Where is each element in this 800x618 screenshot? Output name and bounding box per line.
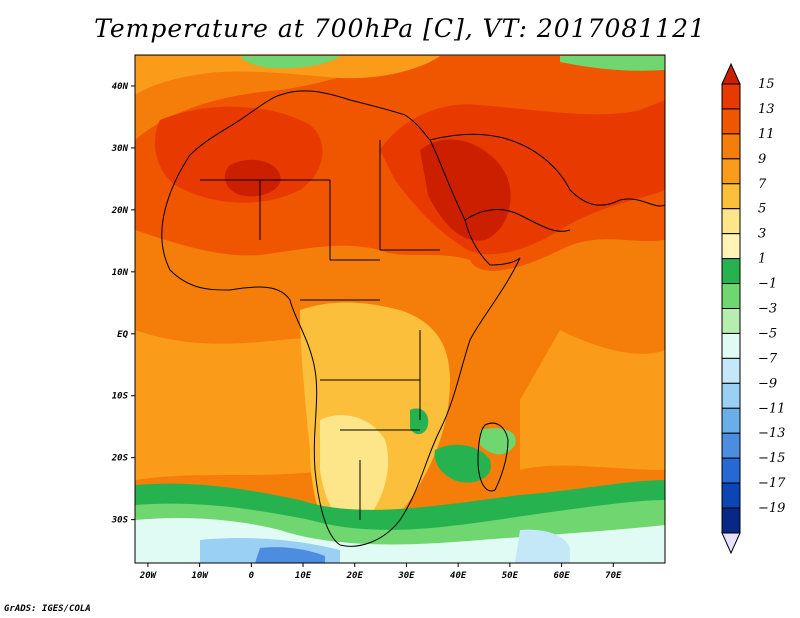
country-borders bbox=[200, 140, 440, 520]
colorbar-label: −7 bbox=[758, 351, 778, 366]
colorbar-label: 13 bbox=[758, 102, 775, 117]
colorbar-swatch bbox=[721, 332, 741, 359]
latitude-axis: 40N 30N 20N 10N EQ 10S 20S 30S bbox=[111, 82, 135, 526]
lat-tick-label: 20S bbox=[111, 454, 129, 464]
colorbar-label: 5 bbox=[758, 202, 766, 217]
colorbar-swatch bbox=[721, 507, 741, 534]
colorbar-swatch bbox=[721, 108, 741, 135]
grads-credit: GrADS: IGES/COLA bbox=[4, 604, 91, 614]
colorbar-swatch bbox=[721, 357, 741, 384]
coastlines-and-borders bbox=[161, 90, 665, 547]
colorbar-label: −19 bbox=[758, 501, 785, 516]
colorbar-swatch bbox=[721, 283, 741, 309]
lat-tick-label: EQ bbox=[117, 330, 128, 340]
lon-tick-label: 10W bbox=[192, 571, 210, 581]
colorbar-swatch bbox=[721, 183, 741, 210]
colorbar-label: −9 bbox=[758, 376, 777, 391]
colorbar-label: −11 bbox=[758, 401, 785, 416]
colorbar-swatch bbox=[721, 83, 741, 110]
colorbar-bottom-arrow bbox=[721, 532, 741, 555]
colorbar-label: 7 bbox=[758, 177, 767, 192]
field-region-kalahari bbox=[320, 415, 389, 526]
lon-tick-label: 20W bbox=[139, 571, 158, 581]
colorbar-swatch bbox=[721, 308, 741, 334]
colorbar-swatch bbox=[721, 382, 741, 409]
field-region-mozambique-green bbox=[434, 444, 491, 483]
colorbar-label: 15 bbox=[758, 77, 775, 92]
field-region-malawi-green bbox=[410, 408, 429, 435]
field-region-southern-ocean-coldest bbox=[255, 547, 325, 563]
colorbar-swatch bbox=[721, 407, 741, 434]
lat-tick-label: 20N bbox=[111, 206, 129, 216]
madagascar-coastline bbox=[477, 422, 509, 492]
field-region-southern-ocean-east-cold bbox=[515, 529, 570, 563]
colorbar-label: 1 bbox=[758, 252, 766, 267]
asia-coastline bbox=[429, 133, 665, 207]
field-region-asia-green bbox=[560, 56, 665, 71]
colorbar-label: 3 bbox=[758, 227, 766, 242]
lat-tick-label: 10S bbox=[112, 392, 129, 402]
field-region-sahara-hot bbox=[224, 159, 281, 197]
colorbar: 15 13 11 9 7 5 3 1 −1 −3 −5 −7 −9 −11 −13 −15 −17 −19 bbox=[721, 62, 786, 555]
arabia-coastline bbox=[464, 209, 571, 232]
colorbar-label: −13 bbox=[758, 426, 785, 441]
colorbar-swatch bbox=[721, 457, 741, 484]
lon-tick-label: 30E bbox=[397, 571, 415, 581]
field-region-arabia-hot bbox=[420, 139, 511, 241]
colorbar-swatch bbox=[721, 158, 741, 185]
colorbar-swatch bbox=[721, 233, 741, 260]
longitude-axis: 20W 10W 0 10E 20E 30E 40E 50E 60E 70E bbox=[139, 563, 622, 581]
lat-tick-label: 10N bbox=[112, 268, 129, 278]
colorbar-label: −3 bbox=[758, 302, 777, 317]
field-region-north-strip bbox=[135, 56, 440, 95]
map-plot-area bbox=[135, 55, 665, 563]
colorbar-label: 9 bbox=[758, 152, 766, 167]
lon-tick-label: 50E bbox=[502, 571, 519, 581]
lat-tick-label: 30S bbox=[111, 516, 129, 526]
colorbar-top-arrow bbox=[721, 62, 741, 85]
lat-tick-label: 40N bbox=[112, 82, 129, 92]
lon-tick-label: 60E bbox=[553, 571, 570, 581]
colorbar-swatch bbox=[721, 482, 741, 509]
africa-coastline bbox=[161, 90, 521, 547]
map-title: Temperature at 700hPa [C], VT: 201708112… bbox=[94, 14, 706, 43]
temperature-field bbox=[135, 56, 665, 563]
colorbar-label: −1 bbox=[758, 277, 777, 292]
field-region-europe-green bbox=[240, 56, 340, 69]
colorbar-swatch bbox=[721, 258, 741, 285]
colorbar-swatch bbox=[721, 208, 741, 235]
colorbar-label: −17 bbox=[758, 476, 786, 491]
lon-tick-label: 70E bbox=[605, 571, 622, 581]
colorbar-label: −5 bbox=[758, 326, 777, 341]
colorbar-label: −15 bbox=[758, 451, 785, 466]
lat-tick-label: 30N bbox=[111, 144, 129, 154]
lon-tick-label: 20E bbox=[346, 571, 364, 581]
field-region-atlantic-warm bbox=[135, 330, 330, 480]
plot-frame bbox=[134, 54, 666, 564]
colorbar-label: 11 bbox=[758, 127, 775, 142]
colorbar-swatch bbox=[721, 133, 741, 160]
colorbar-swatch bbox=[721, 432, 741, 459]
lon-tick-label: 10E bbox=[295, 571, 312, 581]
lon-tick-label: 0 bbox=[249, 571, 255, 581]
lon-tick-label: 40E bbox=[450, 571, 467, 581]
field-region-indian-ocean bbox=[520, 330, 665, 470]
